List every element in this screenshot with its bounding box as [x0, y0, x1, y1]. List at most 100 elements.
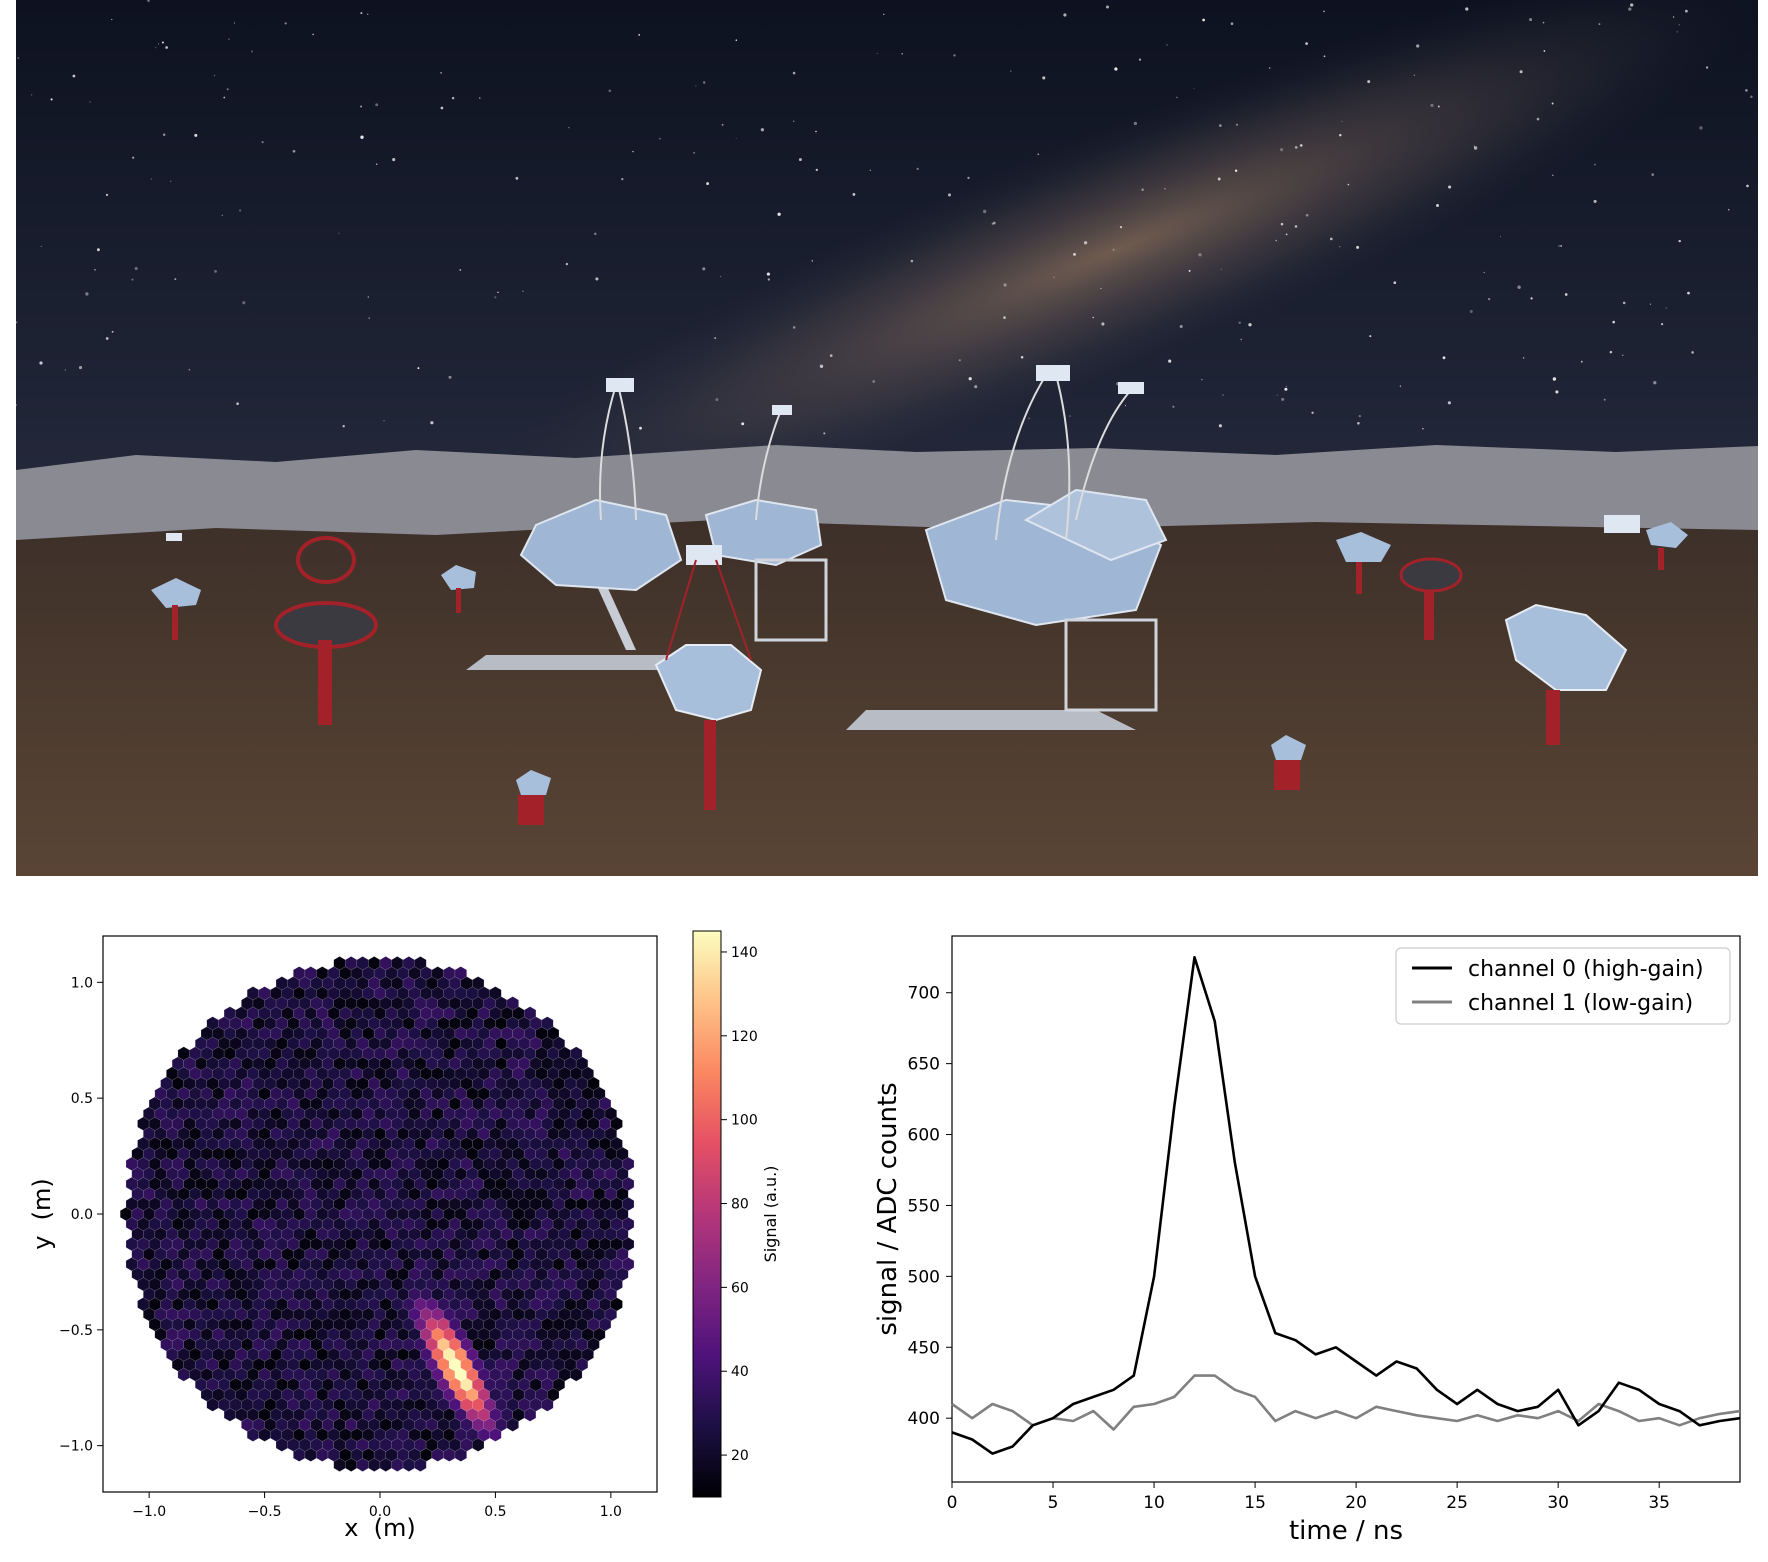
star: [819, 364, 824, 368]
waveform-x-axis-label: time / ns: [1289, 1516, 1403, 1546]
star: [150, 178, 153, 180]
star: [111, 330, 114, 333]
series-line-channel-1: [951, 1374, 1741, 1431]
star: [721, 123, 724, 126]
star: [1020, 355, 1024, 359]
colorbar-tick-label: 80: [731, 1197, 749, 1213]
star: [40, 245, 42, 247]
colorbar-tick-label: 100: [731, 1113, 758, 1129]
star: [236, 402, 239, 406]
star: [1437, 105, 1440, 108]
star: [876, 53, 878, 55]
camera-x-tick-label: −1.0: [132, 1504, 166, 1520]
star: [162, 133, 166, 136]
star: [360, 12, 363, 15]
star: [479, 97, 481, 99]
star: [1691, 351, 1694, 354]
star: [1042, 76, 1046, 80]
star: [161, 41, 164, 44]
star: [367, 13, 369, 15]
star: [1037, 153, 1040, 156]
star: [815, 168, 818, 172]
star: [367, 296, 370, 298]
star: [223, 96, 226, 99]
star: [1552, 174, 1554, 177]
star: [1323, 55, 1326, 58]
camera-pixel: [454, 966, 467, 981]
star: [1280, 148, 1284, 152]
star: [1649, 303, 1652, 305]
star: [1275, 239, 1277, 242]
milky-way: [446, 0, 1758, 542]
star: [155, 47, 157, 49]
star: [1630, 3, 1634, 7]
star: [213, 74, 216, 77]
star: [1339, 133, 1342, 137]
star: [766, 272, 770, 276]
star: [1119, 225, 1123, 229]
star: [1299, 144, 1303, 147]
star: [823, 432, 826, 435]
star: [1164, 188, 1166, 190]
star: [448, 375, 452, 379]
star: [568, 127, 570, 129]
medium-telescope: [274, 536, 378, 725]
camera-y-tick-label: 0.5: [71, 1091, 93, 1107]
star: [1473, 146, 1478, 150]
star: [967, 176, 970, 180]
star: [1558, 245, 1560, 247]
star: [78, 366, 83, 370]
star: [1234, 169, 1238, 172]
star: [767, 278, 770, 281]
camera-pixel: [472, 976, 485, 991]
star: [1678, 239, 1681, 243]
camera-x-axis: −1.0 −0.5 0.0 0.5 1.0: [132, 1492, 622, 1520]
series-line-channel-0: [951, 955, 1741, 1455]
star: [1699, 126, 1703, 130]
star: [165, 46, 168, 49]
star: [792, 326, 796, 329]
star: [953, 54, 956, 57]
legend-box: [1395, 947, 1731, 1025]
colorbar-tick-label: 20: [731, 1448, 749, 1464]
star: [735, 137, 737, 139]
star: [1522, 357, 1525, 359]
star: [1069, 415, 1071, 417]
star: [1217, 177, 1221, 181]
star: [1063, 13, 1067, 17]
star: [702, 267, 706, 271]
star: [1552, 377, 1557, 381]
star: [1028, 417, 1030, 420]
star: [910, 259, 914, 263]
colorbar: [692, 930, 722, 1498]
legend-label-channel-1: channel 1 (low-gain): [1468, 991, 1693, 1016]
waveform-x-tick-label: 25: [1446, 1493, 1468, 1513]
star: [158, 43, 160, 45]
star: [194, 133, 198, 137]
star: [1529, 18, 1533, 22]
star: [1073, 253, 1076, 256]
star: [1193, 87, 1195, 89]
star: [1112, 248, 1115, 251]
star: [1542, 21, 1545, 24]
star: [1530, 297, 1533, 300]
star: [1248, 323, 1252, 327]
star: [621, 178, 624, 181]
star: [1230, 22, 1234, 26]
star: [522, 290, 524, 292]
star: [1188, 269, 1191, 272]
star: [342, 425, 345, 428]
star: [1436, 204, 1439, 207]
colorbar-tick-label: 120: [731, 1029, 758, 1045]
camera-image-chart: −1.0 −0.5 0.0 0.5 1.0 −1.0 −0.5 0.0 0.5 1.0 x (m…: [28, 930, 780, 1542]
star: [1750, 95, 1753, 99]
star: [639, 426, 642, 430]
desert-ground: [16, 520, 1758, 876]
star: [284, 22, 287, 25]
star: [815, 130, 817, 133]
star: [1003, 283, 1007, 287]
star: [760, 128, 765, 132]
star: [1628, 7, 1632, 11]
star: [1665, 307, 1667, 309]
star: [1124, 405, 1127, 407]
